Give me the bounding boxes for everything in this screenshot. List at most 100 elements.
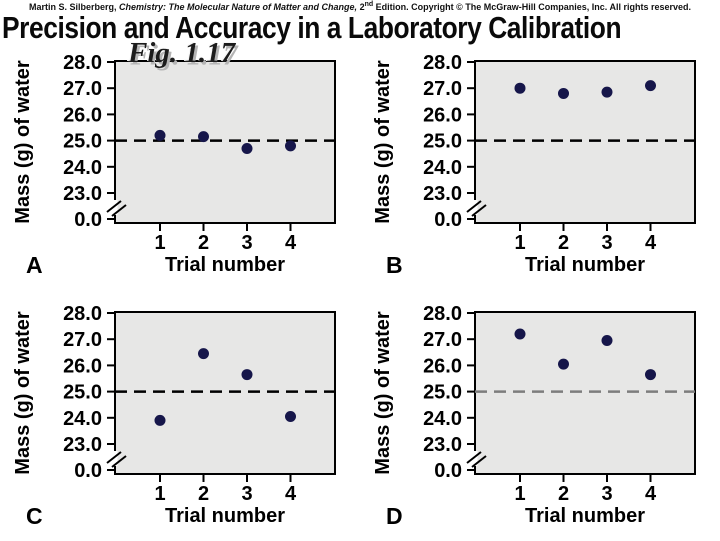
x-axis-title: Trial number	[524, 505, 646, 527]
y-tick-label: 25.0	[423, 131, 462, 153]
panel-letter-b: B	[386, 252, 403, 278]
x-axis-title: Trial number	[164, 505, 286, 527]
y-axis-title: Mass (g) of water	[372, 60, 394, 224]
y-tick-label: 28.0	[63, 52, 102, 74]
credit-edition-sup: nd	[364, 1, 374, 8]
y-tick-label: 26.0	[423, 355, 462, 377]
data-point	[285, 140, 296, 152]
y-tick-label: 24.0	[423, 157, 462, 179]
credit-rest: Edition. Copyright © The McGraw-Hill Com…	[373, 2, 691, 12]
y-tick-label: 27.0	[63, 329, 102, 351]
x-tick-label: 3	[601, 232, 612, 254]
panel-letter-d: D	[386, 503, 403, 529]
data-point	[154, 129, 166, 141]
data-point	[241, 369, 253, 381]
data-point	[241, 142, 253, 154]
data-point	[514, 328, 526, 340]
x-tick-label: 3	[241, 483, 252, 505]
x-axis-title: Trial number	[524, 254, 646, 276]
y-tick-label: 27.0	[423, 78, 462, 100]
scatter-plot-b: 28.0 27.0 26.0 25.0 24.0 23.0 0.0 1 2 3 4	[423, 52, 696, 254]
plot-area	[114, 60, 336, 224]
y-tick-label: 25.0	[63, 131, 102, 153]
axis-break-icon	[111, 204, 127, 217]
y-tick-label: 26.0	[63, 104, 102, 126]
axis-break-gap	[112, 451, 118, 466]
data-point	[285, 410, 296, 422]
credit-book-title: Chemistry: The Molecular Nature of Matte…	[119, 2, 358, 12]
y-tick-label: 28.0	[423, 52, 462, 74]
y-tick-label: 26.0	[63, 355, 102, 377]
chart-panel-b: 28.0 27.0 26.0 25.0 24.0 23.0 0.0 1 2 3 4 Mass (g)…	[360, 50, 720, 290]
scatter-plot-c: 28.0 27.0 26.0 25.0 24.0 23.0 0.0 1 2 3 4	[63, 303, 336, 505]
y-tick-label: 0.0	[434, 209, 462, 231]
axis-break-gap	[472, 451, 478, 466]
y-tick-label: 28.0	[423, 303, 462, 325]
y-tick-label: 0.0	[74, 209, 102, 231]
axis-break-icon	[466, 200, 482, 213]
axis-break-icon	[106, 200, 122, 213]
axis-break-icon	[111, 455, 127, 468]
y-tick-label: 24.0	[423, 408, 462, 430]
axis-break-icon	[471, 204, 487, 217]
x-tick-label: 4	[645, 483, 657, 505]
y-tick-label: 24.0	[63, 157, 102, 179]
y-tick-label: 27.0	[63, 78, 102, 100]
axis-break-icon	[106, 451, 122, 464]
y-axis-title: Mass (g) of water	[12, 311, 34, 475]
x-tick-label: 3	[241, 232, 252, 254]
plot-area	[474, 311, 696, 475]
axis-break-icon	[466, 451, 482, 464]
chart-panel-a: 28.0 27.0 26.0 25.0 24.0 23.0 0.0 1 2 3 4 Mass (g)…	[0, 50, 360, 290]
axis-break-gap	[112, 200, 118, 215]
x-tick-label: 1	[514, 232, 525, 254]
y-tick-label: 23.0	[63, 434, 102, 456]
data-point	[198, 131, 209, 143]
chart-panel-c: 28.0 27.0 26.0 25.0 24.0 23.0 0.0 1 2 3 4 Mass (g)…	[0, 301, 360, 541]
x-tick-label: 2	[198, 232, 209, 254]
y-tick-label: 23.0	[423, 434, 462, 456]
data-point	[601, 86, 613, 98]
y-tick-label: 23.0	[423, 183, 462, 205]
y-axis-title: Mass (g) of water	[372, 311, 394, 475]
x-tick-label: 4	[285, 483, 297, 505]
copyright-credit: Martin S. Silberberg, Chemistry: The Mol…	[0, 1, 720, 12]
data-point	[558, 87, 569, 99]
data-point	[645, 369, 656, 381]
y-tick-label: 0.0	[74, 460, 102, 482]
y-axis-title: Mass (g) of water	[12, 60, 34, 224]
x-tick-label: 3	[601, 483, 612, 505]
x-tick-label: 2	[558, 232, 569, 254]
plot-area	[474, 60, 696, 224]
data-point	[645, 80, 656, 92]
page-title: Precision and Accuracy in a Laboratory C…	[2, 10, 622, 45]
chart-panel-d: 28.0 27.0 26.0 25.0 24.0 23.0 0.0 1 2 3 4 Mass (g)…	[360, 301, 720, 541]
y-tick-label: 23.0	[63, 183, 102, 205]
y-tick-label: 26.0	[423, 104, 462, 126]
x-tick-label: 1	[514, 483, 525, 505]
x-axis-title: Trial number	[164, 254, 286, 276]
x-tick-label: 4	[645, 232, 657, 254]
scatter-plot-d: 28.0 27.0 26.0 25.0 24.0 23.0 0.0 1 2 3 4	[423, 303, 696, 505]
x-tick-label: 2	[558, 483, 569, 505]
scatter-plot-a: 28.0 27.0 26.0 25.0 24.0 23.0 0.0 1 2 3 4	[63, 52, 336, 254]
credit-author: Martin S. Silberberg,	[28, 2, 120, 12]
y-tick-label: 27.0	[423, 329, 462, 351]
x-tick-label: 1	[154, 232, 165, 254]
y-tick-label: 25.0	[63, 382, 102, 404]
data-point	[154, 414, 166, 426]
plot-area	[114, 311, 336, 475]
credit-edition-number: 2	[357, 2, 365, 12]
panel-letter-a: A	[26, 252, 43, 278]
panel-letter-c: C	[26, 503, 43, 529]
axis-break-icon	[471, 455, 487, 468]
x-tick-label: 1	[154, 483, 165, 505]
x-tick-label: 2	[198, 483, 209, 505]
y-tick-label: 24.0	[63, 408, 102, 430]
y-tick-label: 25.0	[423, 382, 462, 404]
axis-break-gap	[472, 200, 478, 215]
y-tick-label: 28.0	[63, 303, 102, 325]
x-tick-label: 4	[285, 232, 297, 254]
figure-number-label: Fig. 1.17	[128, 37, 236, 69]
